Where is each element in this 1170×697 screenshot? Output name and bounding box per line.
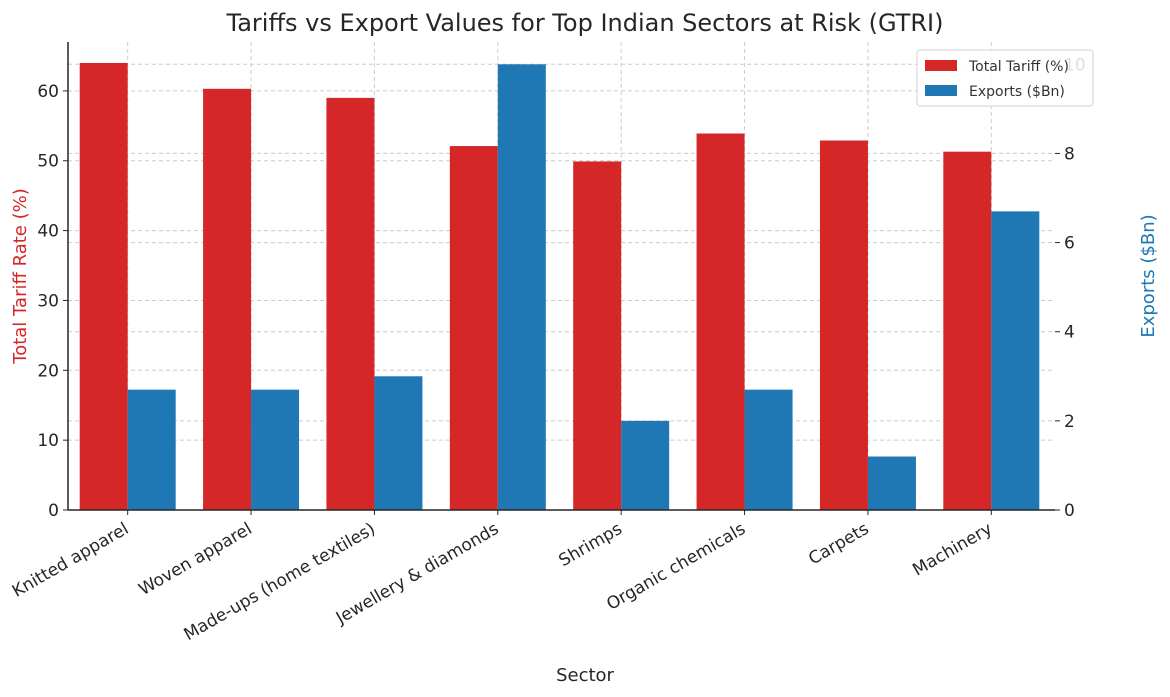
legend-swatch [925,85,957,96]
bar-exports [374,376,423,510]
y2-axis-label: Exports ($Bn) [1138,214,1159,337]
x-tick-label: Woven apparel [135,519,255,600]
legend-box [916,49,1094,107]
bar-tariff [326,97,375,510]
chart-title: Tariffs vs Export Values for Top Indian … [226,9,944,37]
y2-tick-label: 4 [1064,323,1075,343]
legend-label: Exports ($Bn) [969,84,1065,100]
y2-tick-label: 8 [1064,144,1075,164]
x-axis-label: Sector [556,665,614,686]
x-tick-label: Carpets [805,519,872,569]
bar-tariff [449,146,498,510]
y-axis-label: Total Tariff Rate (%) [10,188,31,364]
y-tick-label: 0 [48,501,59,521]
y-tick-label: 40 [37,222,59,242]
x-tick-label: Knitted apparel [9,519,132,602]
bar-exports [497,64,546,511]
bar-exports [991,211,1040,510]
bar-tariff [696,133,745,511]
x-tick-label: Made-ups (home textiles) [181,519,379,645]
y2-tick-label: 2 [1064,412,1075,432]
bar-exports [867,456,916,510]
bar-tariff [819,140,868,510]
axes: 01020304050600246810Knitted apparelWoven… [9,42,1086,645]
legend: Total Tariff (%) Exports ($Bn) [916,49,1094,107]
bar-exports [744,389,793,510]
bars [79,62,1040,511]
bar-tariff [79,62,128,510]
bar-exports [621,420,670,510]
bar-tariff [573,161,622,511]
x-tick-label: Machinery [909,519,995,580]
bar-exports [251,389,300,510]
y-tick-label: 30 [37,291,59,311]
bar-tariff [943,151,992,511]
bar-tariff [203,88,252,511]
bar-exports [127,389,176,510]
x-tick-label: Shrimps [555,519,625,571]
y-tick-label: 20 [37,361,59,381]
y-tick-label: 60 [37,82,59,102]
y-tick-label: 50 [37,152,59,172]
y2-tick-label: 6 [1064,234,1075,254]
y2-tick-label: 0 [1064,501,1075,521]
y-tick-label: 10 [37,431,59,451]
legend-label: Total Tariff (%) [968,59,1069,75]
x-tick-label: Organic chemicals [603,519,749,615]
legend-swatch [925,60,957,71]
